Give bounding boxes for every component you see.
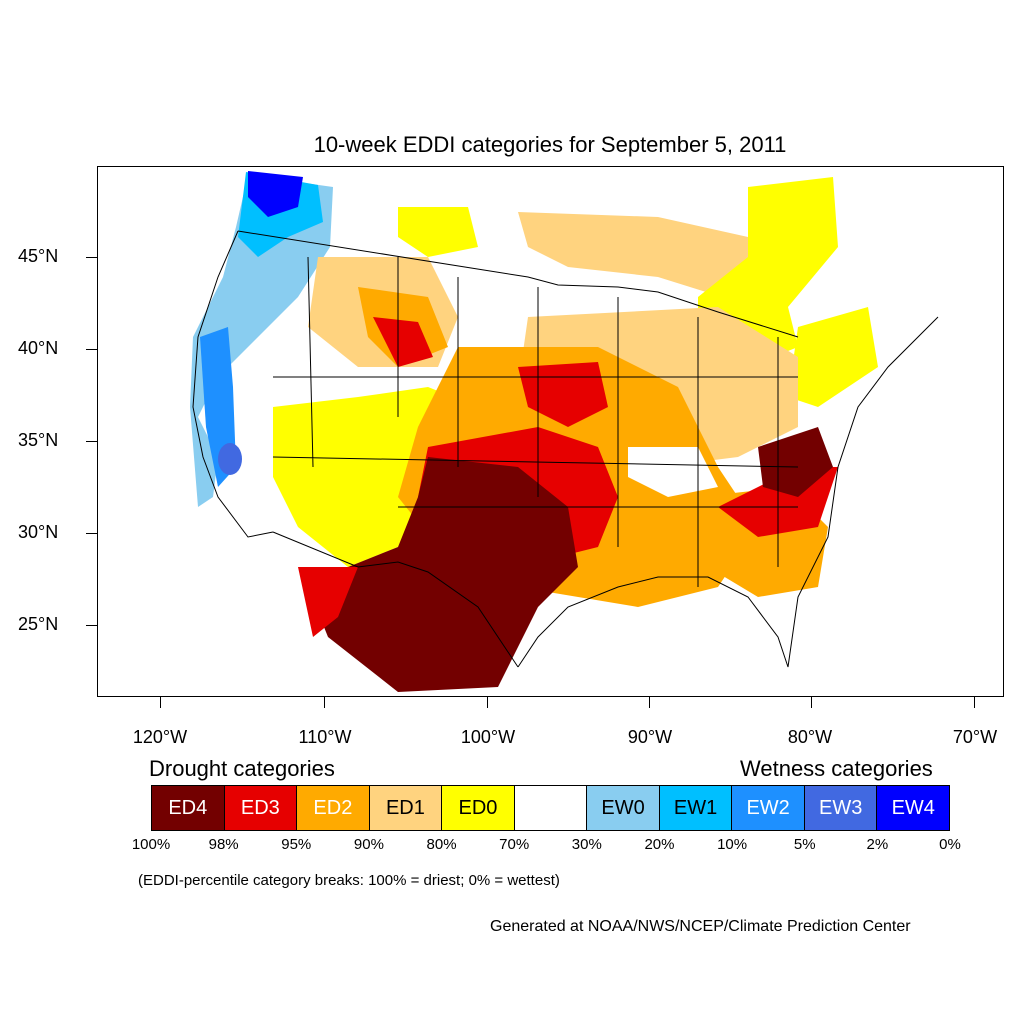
lat-label-35: 35°N [18,430,59,450]
region-ed3-iowa [518,362,608,427]
legend-break-label: 30% [571,836,602,853]
region-ed0-northeast [788,307,878,407]
state-lines [272,256,799,587]
lon-tick [324,697,325,708]
region-ed4-texas [308,457,578,692]
legend-swatch-ed3: ED3 [224,786,298,830]
mexico-border [272,531,519,668]
coastline [192,230,939,668]
legend-swatch-ew2: EW2 [732,786,805,830]
legend-break-label: 10% [717,836,748,853]
legend-break-label: 20% [644,836,675,853]
lat-tick [86,625,97,626]
region-wet-sierra [218,443,242,475]
legend-swatch-ed4: ED4 [152,786,225,830]
category-note: (EDDI-percentile category breaks: 100% =… [138,872,560,889]
lat-label-25: 25°N [18,614,59,634]
lon-label-110: 110°W [298,727,352,747]
lat-tick [86,533,97,534]
legend-swatch-ew0: EW0 [587,786,660,830]
map-title: 10-week EDDI categories for September 5,… [313,132,787,157]
legend-color-bar: ED4 ED3 ED2 ED1 ED0 EW0 EW1 EW2 EW3 EW4 [151,785,950,831]
region-ed4-virginia [758,427,833,497]
legend-swatch-ew1: EW1 [659,786,733,830]
legend-break-label: 80% [426,836,457,853]
lat-tick [86,349,97,350]
legend-break-label: 5% [793,836,816,853]
legend-break-label: 90% [353,836,384,853]
lat-tick [86,257,97,258]
region-ed0-north [398,207,478,257]
legend-break-label: 2% [866,836,889,853]
legend-swatch-ed2: ED2 [297,786,370,830]
legend-swatch-ed0: ED0 [442,786,515,830]
lat-tick [86,441,97,442]
lon-tick [649,697,650,708]
credit-line: Generated at NOAA/NWS/NCEP/Climate Predi… [490,918,911,935]
lon-label-70: 70°W [952,727,998,747]
legend-break-label: 100% [131,836,171,853]
legend-break-label: 0% [939,836,961,853]
region-ed3-wyoming [373,317,433,367]
wetness-heading: Wetness categories [740,756,933,781]
lon-tick [160,697,161,708]
region-wet-pacific-northwest [190,175,333,507]
lon-label-120: 120°W [132,727,188,747]
lon-label-80: 80°W [787,727,833,747]
lat-label-40: 40°N [18,338,59,358]
region-white-east [628,447,718,497]
boundaries [192,230,939,668]
legend-break-label: 98% [208,836,239,853]
region-very-wet-nw-corner [248,171,303,217]
legend-swatch-normal [514,786,588,830]
legend-swatch-ew3: EW3 [804,786,878,830]
region-ed3-mexico [298,567,358,637]
lat-label-30: 30°N [18,522,59,542]
lon-tick [811,697,812,708]
legend-break-label: 70% [499,836,530,853]
canada-border [237,230,799,338]
legend-break-label: 95% [281,836,312,853]
legend-swatch-ed1: ED1 [369,786,443,830]
eddi-map [97,166,1004,697]
legend-swatch-ew4: EW4 [877,786,950,830]
lon-tick [974,697,975,708]
lon-tick [487,697,488,708]
drought-heading: Drought categories [149,756,335,781]
lon-label-90: 90°W [627,727,673,747]
lat-label-45: 45°N [18,246,59,266]
lon-label-100: 100°W [460,727,516,747]
map-canvas [190,171,939,692]
